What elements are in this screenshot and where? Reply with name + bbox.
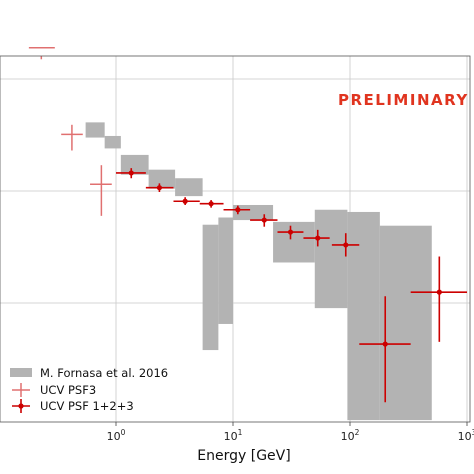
ucv-psf123-marker [436,289,442,295]
ucv-psf123-marker [235,207,241,213]
legend: M. Fornasa et al. 2016 UCV PSF3 UCV PSF 1+… [10,366,168,413]
ucv-psf123-marker [382,341,388,347]
legend-label: UCV PSF 1+2+3 [40,399,134,413]
ucv-psf123-point [199,200,224,208]
fornasa-band-box [347,211,380,421]
fornasa-band-box [379,225,432,421]
x-tick-label: 101 [224,428,243,443]
ucv-psf3-point [28,47,55,60]
fornasa-band-box [218,217,233,324]
fornasa-band-box [175,178,203,197]
legend-item-psf123: UCV PSF 1+2+3 [12,399,134,413]
ucv-psf123-series [116,168,467,403]
x-tick-label: 103 [458,428,474,443]
ucv-psf123-point [250,214,278,227]
ucv-psf123-marker [315,235,321,241]
ucv-psf123-point [410,256,467,342]
fornasa-band-box [202,224,219,351]
fornasa-band-box [233,204,274,221]
plot-frame [0,55,471,423]
legend-item-fornasa: M. Fornasa et al. 2016 [10,366,168,380]
ucv-psf123-point [223,205,251,215]
fornasa-band-box [85,122,105,138]
legend-label: M. Fornasa et al. 2016 [40,366,168,380]
ucv-psf123-point [173,197,200,205]
ucv-psf123-point [359,296,411,403]
ucv-psf123-point [145,183,174,192]
ucv-psf123-marker [208,201,214,207]
ucv-psf123-marker [261,217,267,223]
x-axis-label: Energy [GeV] [197,448,290,464]
legend-label: UCV PSF3 [40,383,96,397]
preliminary-annotation: PRELIMINARY [338,91,469,109]
fornasa-band-box [148,169,176,189]
ucv-psf3-series [28,47,112,216]
x-tick-label: 102 [341,428,360,443]
fornasa-band-box [104,135,121,149]
fornasa-band-box [120,154,149,175]
x-axis-ticks: 100 101 102 103 [107,422,474,443]
ucv-psf123-point [331,233,360,257]
ucv-psf123-point [116,168,146,179]
legend-swatch-band [10,368,32,377]
fornasa-band-group [85,122,432,421]
legend-swatch-psf123-marker [18,403,24,409]
ucv-psf123-marker [182,198,188,204]
ucv-psf123-marker [287,229,294,235]
fornasa-band-box [273,221,315,263]
ucv-psf123-marker [156,185,163,191]
ucv-psf123-marker [128,170,134,176]
legend-item-psf3: UCV PSF3 [12,383,96,397]
fornasa-band-box [314,209,348,309]
ucv-psf3-point [61,124,83,151]
ucv-psf123-point [303,229,330,247]
ucv-psf3-point [90,165,112,216]
ucv-psf123-point [277,225,304,240]
x-tick-label: 100 [107,428,126,443]
ucv-psf123-marker [343,242,349,248]
